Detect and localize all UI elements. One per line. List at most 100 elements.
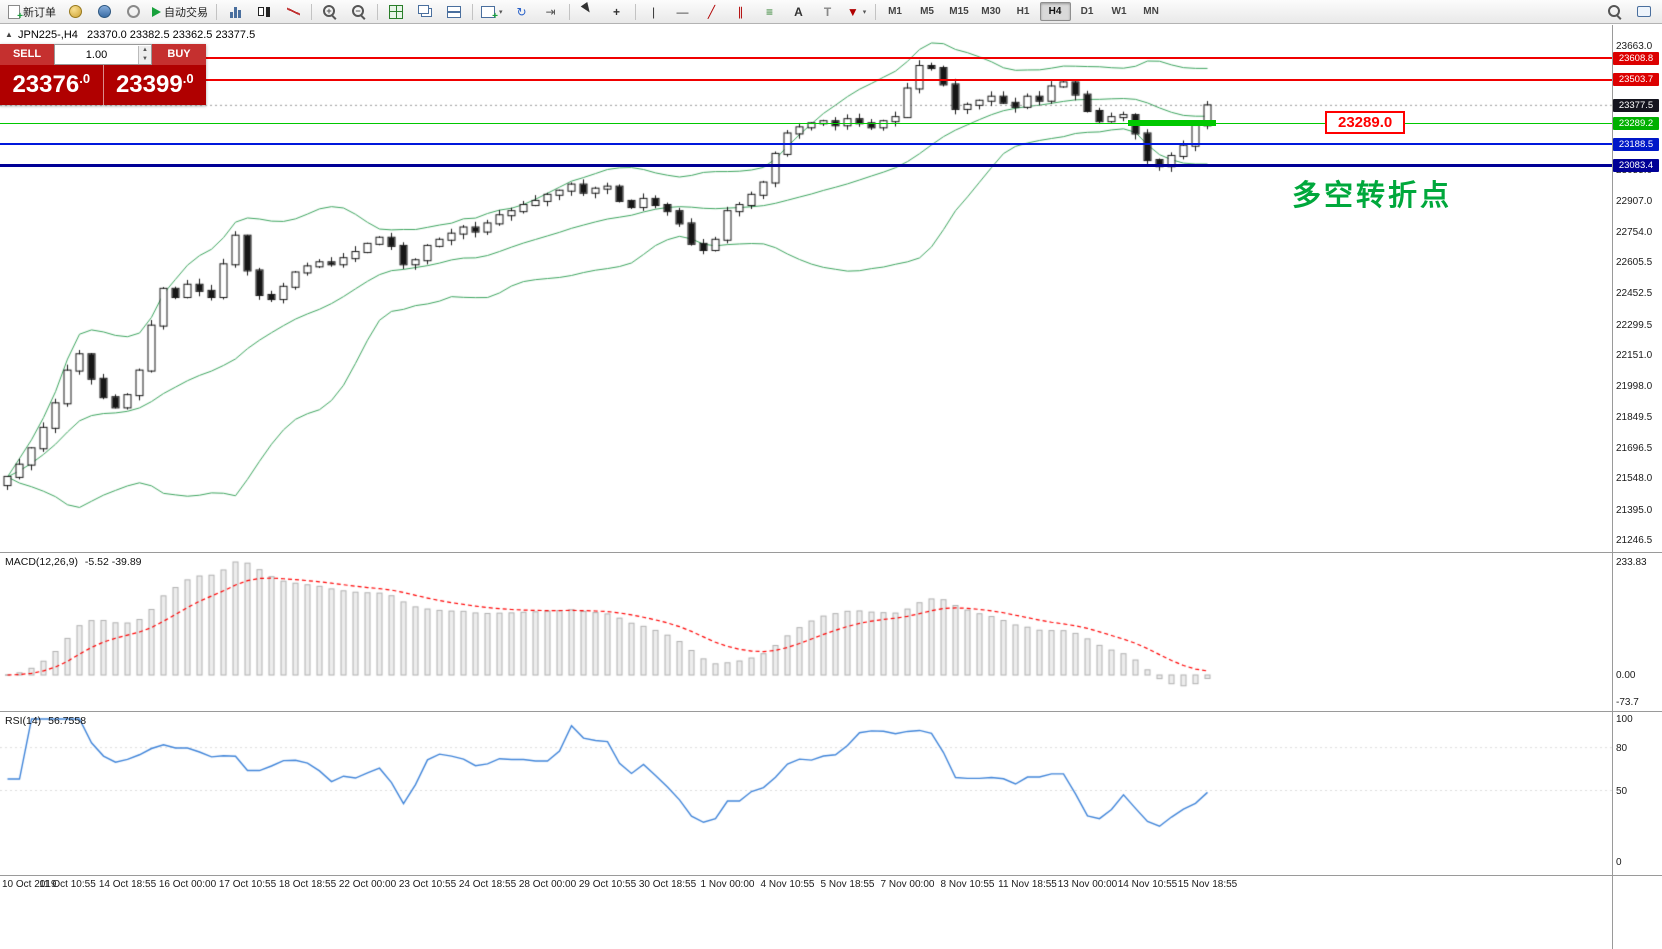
sell-price: 23376 bbox=[12, 71, 80, 98]
time-tick-label: 1 Nov 00:00 bbox=[700, 879, 755, 890]
crosshair-button[interactable]: + bbox=[603, 1, 631, 23]
text-label-button[interactable]: T bbox=[814, 1, 842, 23]
sell-button[interactable]: SELL bbox=[0, 44, 54, 65]
support-icon bbox=[126, 5, 140, 18]
cursor-button[interactable] bbox=[574, 1, 602, 23]
support-button[interactable] bbox=[119, 1, 147, 23]
timeframe-button-w1[interactable]: W1 bbox=[1111, 6, 1127, 17]
macd-values: -5.52 -39.89 bbox=[84, 556, 142, 568]
volume-up-button[interactable]: ▲ bbox=[139, 45, 151, 55]
time-tick-label: 24 Oct 18:55 bbox=[458, 879, 517, 890]
crosshair-icon: + bbox=[613, 4, 621, 19]
price-tick-21246.5: 21246.5 bbox=[1616, 535, 1653, 546]
rsi-panel-divider[interactable] bbox=[0, 711, 1662, 712]
zoom-in-icon: + bbox=[323, 4, 337, 19]
trade-panel-collapse-arrow[interactable]: ▲ bbox=[5, 30, 13, 39]
community-icon bbox=[97, 5, 111, 18]
horizontal-line-23289.2[interactable] bbox=[0, 122, 1612, 124]
timeframe-button-m5[interactable]: M5 bbox=[920, 6, 934, 17]
toolbar-separator bbox=[377, 3, 378, 20]
timeframe-button-m30[interactable]: M30 bbox=[981, 6, 1001, 17]
channel-button[interactable]: ∥ bbox=[727, 1, 755, 23]
line-chart-button[interactable] bbox=[279, 1, 307, 23]
time-tick-label: 18 Oct 18:55 bbox=[278, 879, 337, 890]
price-label-23608.8: 23608.8 bbox=[1613, 51, 1659, 65]
timeframe-button-h1[interactable]: H1 bbox=[1016, 6, 1030, 17]
highlight-segment-23289.2[interactable] bbox=[1128, 120, 1216, 127]
channel-icon: ∥ bbox=[737, 4, 744, 19]
timeframe-button-m15[interactable]: M15 bbox=[949, 6, 969, 17]
autotrading-button[interactable]: 自动交易 bbox=[148, 1, 212, 23]
chevron-down-icon: ▾ bbox=[862, 8, 867, 16]
shapes-button[interactable]: ▼ ▾ bbox=[843, 1, 871, 23]
vertical-line-button[interactable]: | bbox=[640, 1, 668, 23]
time-tick-label: 16 Oct 00:00 bbox=[158, 879, 217, 890]
horizontal-line-23083.4[interactable] bbox=[0, 163, 1612, 167]
community-button[interactable] bbox=[90, 1, 118, 23]
horizontal-line-23188.5[interactable] bbox=[0, 143, 1612, 145]
trendline-button[interactable]: ╱ bbox=[698, 1, 726, 23]
horizontal-line-23608.8[interactable] bbox=[0, 57, 1612, 60]
main-toolbar: 新订单自动交易+−▾↻⇥+|—╱∥≡AT▼▾M1M5M15M30H1H4D1W1… bbox=[0, 0, 1662, 24]
cascade-windows-button[interactable] bbox=[411, 1, 439, 23]
buy-price-display[interactable]: 23399 .0 bbox=[104, 65, 207, 105]
price-label-23503.7: 23503.7 bbox=[1613, 73, 1659, 87]
search-button[interactable] bbox=[1601, 1, 1629, 23]
time-axis-divider bbox=[0, 875, 1662, 876]
turning-point-annotation[interactable]: 多空转折点 bbox=[1292, 180, 1453, 212]
macd-tick-233.83: 233.83 bbox=[1616, 557, 1647, 568]
funds-button[interactable] bbox=[61, 1, 89, 23]
auto-scroll-button[interactable]: ↻ bbox=[508, 1, 536, 23]
time-tick-label: 4 Nov 10:55 bbox=[760, 879, 815, 890]
sell-price-display[interactable]: 23376 .0 bbox=[0, 65, 103, 105]
timeframe-button-m1[interactable]: M1 bbox=[888, 6, 902, 17]
zoom-in-button[interactable]: + bbox=[316, 1, 344, 23]
buy-button[interactable]: BUY bbox=[152, 44, 206, 65]
autotrading-icon bbox=[152, 6, 161, 17]
price-tick-22452.5: 22452.5 bbox=[1616, 288, 1653, 300]
new-order-icon bbox=[8, 4, 23, 22]
fibonacci-button[interactable]: ≡ bbox=[756, 1, 784, 23]
rsi-tick-100: 100 bbox=[1616, 714, 1633, 725]
time-tick-label: 11 Oct 10:55 bbox=[39, 879, 96, 890]
time-tick-label: 7 Nov 00:00 bbox=[880, 879, 935, 890]
toolbar-separator bbox=[472, 3, 473, 20]
volume-down-button[interactable]: ▼ bbox=[139, 54, 151, 64]
new-chart-button[interactable]: ▾ bbox=[477, 1, 507, 23]
toolbar-separator bbox=[568, 3, 570, 20]
bar-chart-button[interactable] bbox=[221, 1, 249, 23]
hline-icon: — bbox=[676, 4, 689, 19]
volume-input[interactable] bbox=[55, 47, 138, 62]
price-tick-22151.0: 22151.0 bbox=[1616, 350, 1653, 362]
macd-panel-divider[interactable] bbox=[0, 552, 1662, 553]
candlestick-chart-button[interactable] bbox=[250, 1, 278, 23]
chat-button[interactable] bbox=[1630, 1, 1658, 23]
timeframe-button-h4[interactable]: H4 bbox=[1039, 2, 1071, 21]
zoom-out-button[interactable]: − bbox=[345, 1, 373, 23]
text-button[interactable]: A bbox=[785, 1, 813, 23]
price-label-23289.2: 23289.2 bbox=[1613, 116, 1659, 130]
arrange-windows-button[interactable] bbox=[440, 1, 468, 23]
price-callout-23289[interactable]: 23289.0 bbox=[1325, 111, 1406, 134]
text-icon: A bbox=[794, 4, 803, 19]
price-tick-22605.5: 22605.5 bbox=[1616, 257, 1653, 269]
tile-windows-button[interactable] bbox=[382, 1, 410, 23]
timeframe-button-mn[interactable]: MN bbox=[1143, 6, 1159, 17]
timeframe-button-d1[interactable]: D1 bbox=[1080, 6, 1094, 17]
cursor-icon bbox=[580, 1, 595, 19]
trade-panel-header: SELL ▲ ▼ BUY bbox=[0, 44, 206, 65]
horizontal-line-button[interactable]: — bbox=[669, 1, 697, 23]
chart-shift-button[interactable]: ⇥ bbox=[537, 1, 565, 23]
time-tick-label: 17 Oct 10:55 bbox=[218, 879, 277, 890]
time-tick-label: 30 Oct 18:55 bbox=[638, 879, 697, 890]
horizontal-line-23503.7[interactable] bbox=[0, 78, 1612, 81]
price-tick-21548.0: 21548.0 bbox=[1616, 473, 1653, 485]
time-tick-label: 22 Oct 00:00 bbox=[338, 879, 397, 890]
new-order-button[interactable]: 新订单 bbox=[4, 1, 60, 23]
new-chart-icon bbox=[481, 5, 498, 22]
price-label-23083.4: 23083.4 bbox=[1613, 158, 1659, 172]
shift-icon: ⇥ bbox=[545, 4, 556, 19]
price-tick-21849.5: 21849.5 bbox=[1616, 411, 1653, 423]
price-tick-22754.0: 22754.0 bbox=[1616, 226, 1653, 238]
